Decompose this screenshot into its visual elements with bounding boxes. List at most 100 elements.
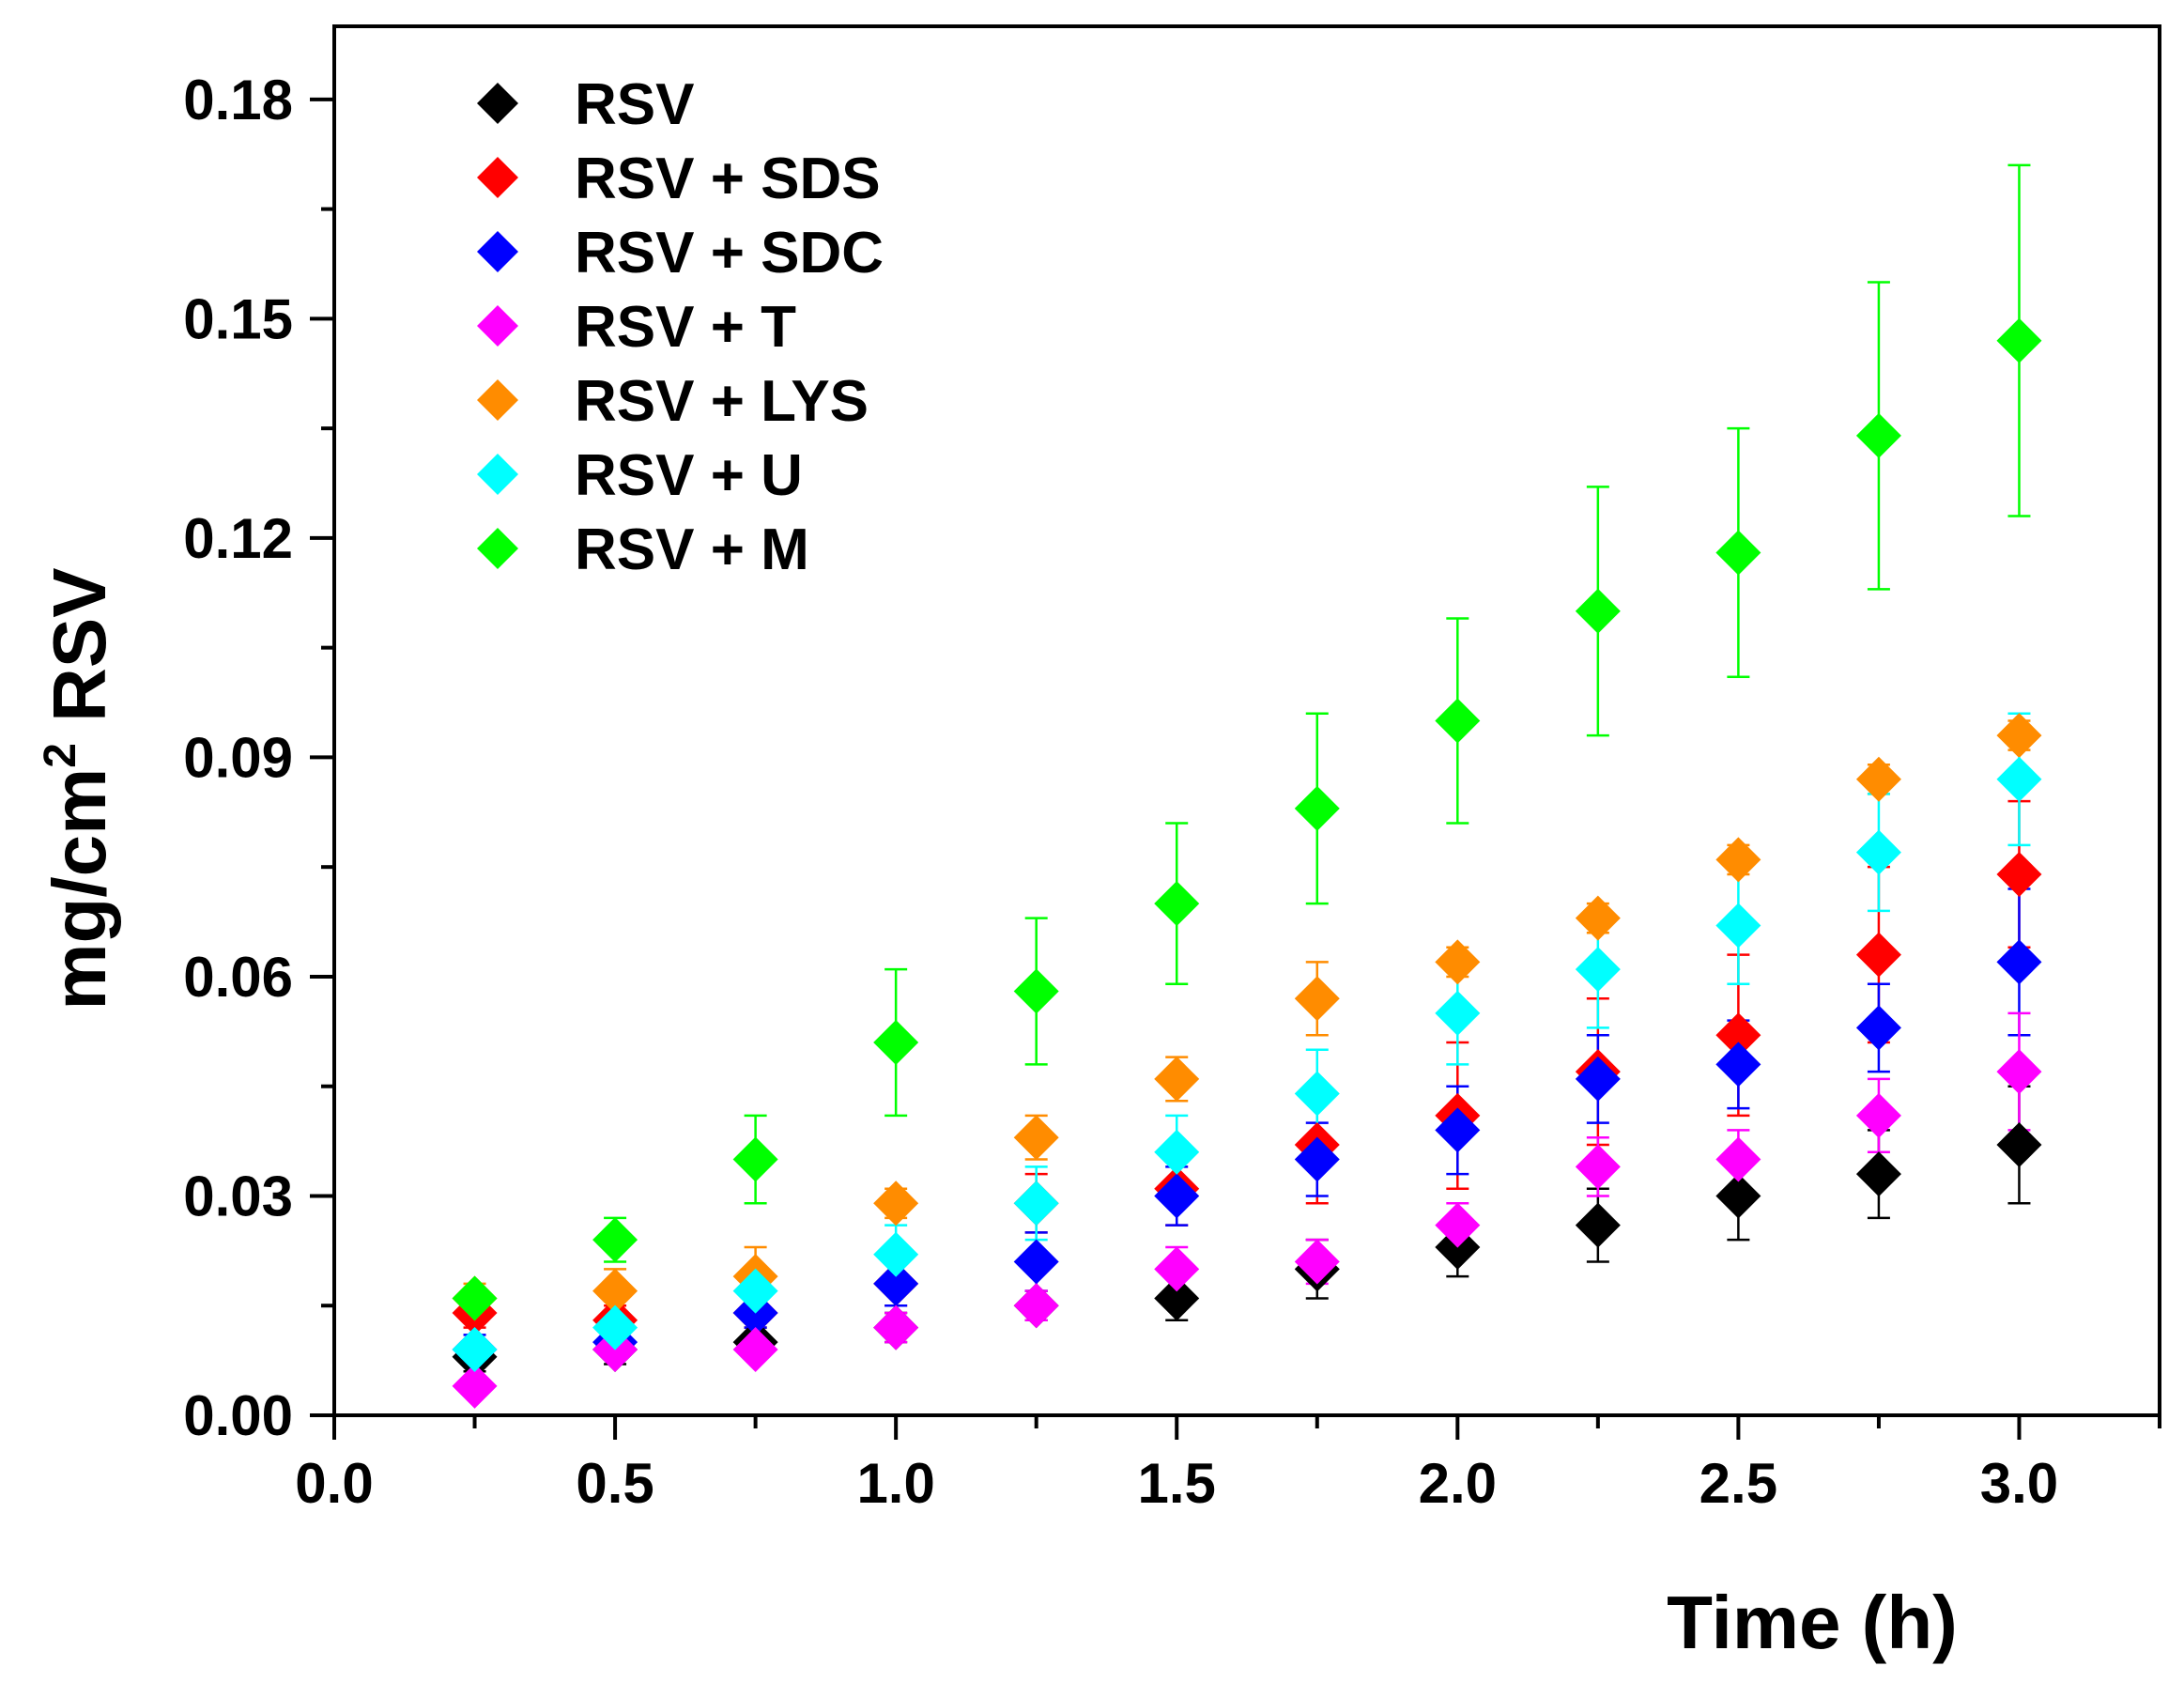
data-point <box>592 1217 638 1263</box>
legend-label: RSV + U <box>575 443 803 508</box>
data-point <box>1855 1092 1901 1138</box>
data-point <box>1715 903 1761 949</box>
data-point <box>1435 698 1481 744</box>
data-point <box>1715 530 1761 576</box>
legend-marker <box>477 157 518 198</box>
data-point <box>1575 588 1621 634</box>
data-point <box>1996 939 2042 985</box>
x-tick-label: 2.5 <box>1700 1452 1777 1515</box>
data-point <box>1855 829 1901 875</box>
data-point <box>1013 1283 1059 1329</box>
y-axis-title-suffix: RSV <box>38 567 121 743</box>
legend: RSV RSV + SDS RSV + SDC RSV + T RSV + LYS RSV… <box>477 72 884 582</box>
y-tick-label: 0.00 <box>183 1384 293 1447</box>
data-point <box>1013 1239 1059 1285</box>
data-point <box>1575 947 1621 993</box>
data-point <box>1435 1107 1481 1153</box>
data-point <box>1996 317 2042 363</box>
data-point <box>1294 1071 1340 1117</box>
x-tick-label: 1.0 <box>856 1452 934 1515</box>
y-tick-label: 0.06 <box>183 946 293 1009</box>
y-tick-label: 0.18 <box>183 69 293 131</box>
data-point <box>1996 713 2042 759</box>
data-point <box>1435 990 1481 1036</box>
data-markers <box>452 317 2042 1409</box>
data-point <box>1154 1056 1200 1102</box>
data-point <box>1855 1151 1901 1197</box>
data-point <box>732 1136 778 1182</box>
y-axis-title-main: mg/cm <box>38 768 121 1011</box>
x-tick-label: 1.5 <box>1138 1452 1216 1515</box>
data-point <box>1575 1144 1621 1190</box>
legend-label: RSV + SDC <box>575 221 884 285</box>
legend-label: RSV + T <box>575 295 796 360</box>
data-point <box>452 1363 498 1409</box>
x-axis-title: Time (h) <box>1667 1581 1958 1664</box>
data-point <box>1575 1056 1621 1102</box>
x-tick-label: 0.0 <box>295 1452 373 1515</box>
data-point <box>1154 1129 1200 1175</box>
data-point <box>1855 1005 1901 1051</box>
data-point <box>1575 895 1621 941</box>
data-point <box>452 1326 498 1372</box>
legend-marker <box>477 454 518 495</box>
y-axis-ticks: 0.00 0.03 0.06 0.09 0.12 0.15 0.18 <box>183 69 334 1447</box>
legend-label: RSV + SDS <box>575 147 881 211</box>
x-tick-label: 2.0 <box>1419 1452 1497 1515</box>
data-point <box>1715 1012 1761 1058</box>
legend-marker <box>477 379 518 421</box>
data-point <box>873 1304 919 1350</box>
legend-label: RSV + M <box>575 517 809 582</box>
data-point <box>1154 1173 1200 1219</box>
legend-label: RSV + LYS <box>575 369 869 434</box>
data-point <box>1575 1202 1621 1248</box>
legend-marker <box>477 305 518 347</box>
data-point <box>1154 881 1200 927</box>
data-point <box>1715 837 1761 883</box>
data-point <box>873 1180 919 1227</box>
data-point <box>873 1260 919 1306</box>
data-point <box>1435 1202 1481 1248</box>
y-tick-label: 0.03 <box>183 1165 293 1227</box>
data-point <box>1013 968 1059 1014</box>
data-point <box>1996 1121 2042 1167</box>
x-tick-label: 0.5 <box>576 1452 654 1515</box>
data-point <box>1435 939 1481 985</box>
data-point <box>1154 1275 1200 1321</box>
data-point <box>1996 756 2042 802</box>
plot-frame <box>332 24 2161 1417</box>
legend-marker <box>477 83 518 124</box>
y-tick-label: 0.15 <box>183 287 293 350</box>
data-point <box>732 1326 778 1372</box>
data-point <box>1013 1180 1059 1227</box>
data-point <box>1294 976 1340 1022</box>
data-point <box>1715 1136 1761 1182</box>
data-point <box>592 1304 638 1350</box>
data-point <box>1294 1239 1340 1285</box>
data-point <box>452 1275 498 1321</box>
data-point <box>1996 1049 2042 1095</box>
data-point <box>1294 1136 1340 1182</box>
y-tick-label: 0.09 <box>183 726 293 789</box>
data-point <box>1855 756 1901 802</box>
data-point <box>1855 412 1901 458</box>
legend-marker <box>477 528 518 569</box>
data-point <box>1154 1246 1200 1292</box>
y-axis-title: mg/cm2 RSV <box>36 567 121 1010</box>
data-point <box>732 1268 778 1314</box>
data-point <box>1996 851 2042 897</box>
legend-marker <box>477 231 518 272</box>
data-point <box>1715 1042 1761 1088</box>
data-point <box>592 1268 638 1314</box>
data-point <box>1715 1173 1761 1219</box>
y-axis-title-superscript: 2 <box>36 743 85 768</box>
data-point <box>873 1231 919 1277</box>
x-tick-label: 3.0 <box>1980 1452 2058 1515</box>
data-point <box>873 1020 919 1066</box>
data-point <box>1855 932 1901 978</box>
legend-label: RSV <box>575 72 694 137</box>
data-point <box>1013 1115 1059 1161</box>
x-axis-ticks: 0.0 0.5 1.0 1.5 2.0 2.5 3.0 <box>295 1415 2161 1515</box>
y-tick-label: 0.12 <box>183 507 293 570</box>
